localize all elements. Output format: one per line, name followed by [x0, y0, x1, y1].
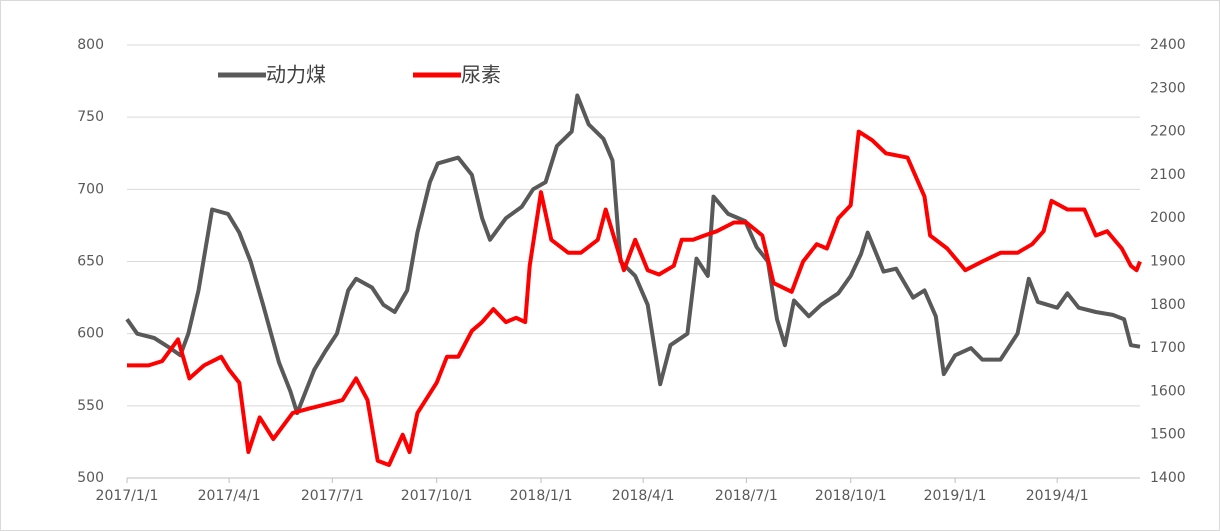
x-tick-label: 2017/10/1: [401, 488, 473, 504]
y-tick-label: 800: [77, 37, 104, 53]
y-tick-label: 700: [77, 181, 104, 197]
y2-tick-label: 2400: [1150, 37, 1186, 53]
x-tick-label: 2018/7/1: [715, 488, 778, 504]
x-tick-label: 2018/10/1: [815, 488, 887, 504]
data-line: [125, 93, 1141, 416]
data-line: [127, 129, 1142, 467]
y-tick-label: 600: [77, 326, 104, 342]
y2-tick-label: 1500: [1150, 427, 1186, 443]
y2-tick-label: 1900: [1150, 254, 1186, 270]
y-tick-label: 500: [77, 470, 104, 486]
y2-tick-label: 2100: [1150, 167, 1186, 183]
y2-tick-label: 2000: [1150, 210, 1186, 226]
y2-tick-label: 1400: [1150, 470, 1186, 486]
legend-label: 动力煤: [266, 63, 326, 87]
y-tick-label: 550: [77, 398, 104, 414]
x-tick-label: 2017/1/1: [96, 488, 159, 504]
x-tick-label: 2017/4/1: [198, 488, 261, 504]
x-tick-label: 2017/7/1: [301, 488, 364, 504]
x-tick-label: 2018/4/1: [612, 488, 675, 504]
y-tick-label: 650: [77, 254, 104, 270]
y2-tick-label: 1600: [1150, 383, 1186, 399]
y2-tick-label: 2300: [1150, 80, 1186, 96]
y2-tick-label: 1800: [1150, 297, 1186, 313]
y2-tick-label: 2200: [1150, 124, 1186, 140]
y-tick-label: 750: [77, 109, 104, 125]
x-tick-label: 2018/1/1: [510, 488, 573, 504]
x-tick-label: 2019/1/1: [924, 488, 987, 504]
legend-label: 尿素: [461, 63, 501, 87]
x-tick-label: 2019/4/1: [1026, 488, 1089, 504]
y2-tick-label: 1700: [1150, 340, 1186, 356]
